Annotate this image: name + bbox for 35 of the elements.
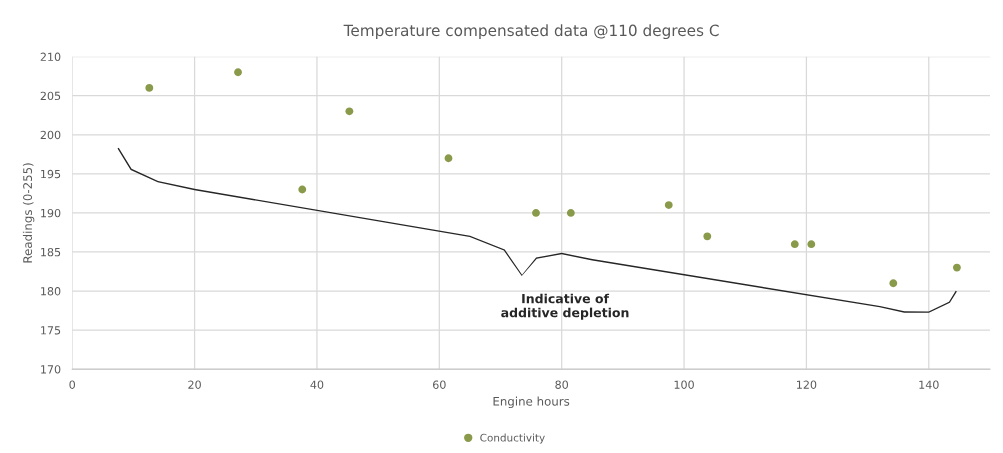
x-tick-label: 100	[674, 380, 694, 389]
x-tick-label: 60	[433, 380, 446, 389]
y-tick-label: 185	[41, 247, 61, 257]
point	[566, 208, 575, 217]
y-tick-label: 210	[40, 52, 61, 61]
point	[444, 154, 453, 163]
point	[807, 240, 816, 249]
y-tick-label: 190	[41, 208, 61, 218]
y-tick-label: 205	[40, 91, 61, 101]
point	[298, 185, 307, 194]
y-axis-title: Readings (0-255)	[22, 163, 35, 263]
y-tick-label: 180	[41, 287, 61, 296]
point	[790, 240, 799, 249]
point	[532, 208, 540, 217]
point	[703, 232, 712, 241]
point	[145, 83, 154, 92]
y-tick-label: 170	[41, 365, 61, 374]
x-tick-label: 0	[69, 380, 76, 389]
point	[345, 107, 354, 116]
y-tick-label: 195	[41, 169, 61, 179]
y-tick-label: 200	[40, 130, 61, 140]
x-tick-label: 40	[310, 380, 324, 389]
x-tick-label: 20	[188, 380, 201, 389]
x-tick-label: 80	[555, 380, 569, 389]
point	[664, 201, 673, 210]
point	[234, 68, 242, 77]
y-tick-label: 175	[41, 326, 61, 335]
point	[889, 279, 898, 288]
legend-label: Conductivity	[480, 433, 545, 444]
annotation: Indicative of additive depletion	[501, 293, 629, 320]
x-tick-label: 140	[919, 380, 939, 389]
x-tick-label: 120	[797, 380, 817, 389]
point	[952, 263, 961, 272]
x-axis-title: Engine hours	[493, 396, 570, 409]
chart-title: Temperature compensated data @110 degrees C	[343, 24, 719, 40]
